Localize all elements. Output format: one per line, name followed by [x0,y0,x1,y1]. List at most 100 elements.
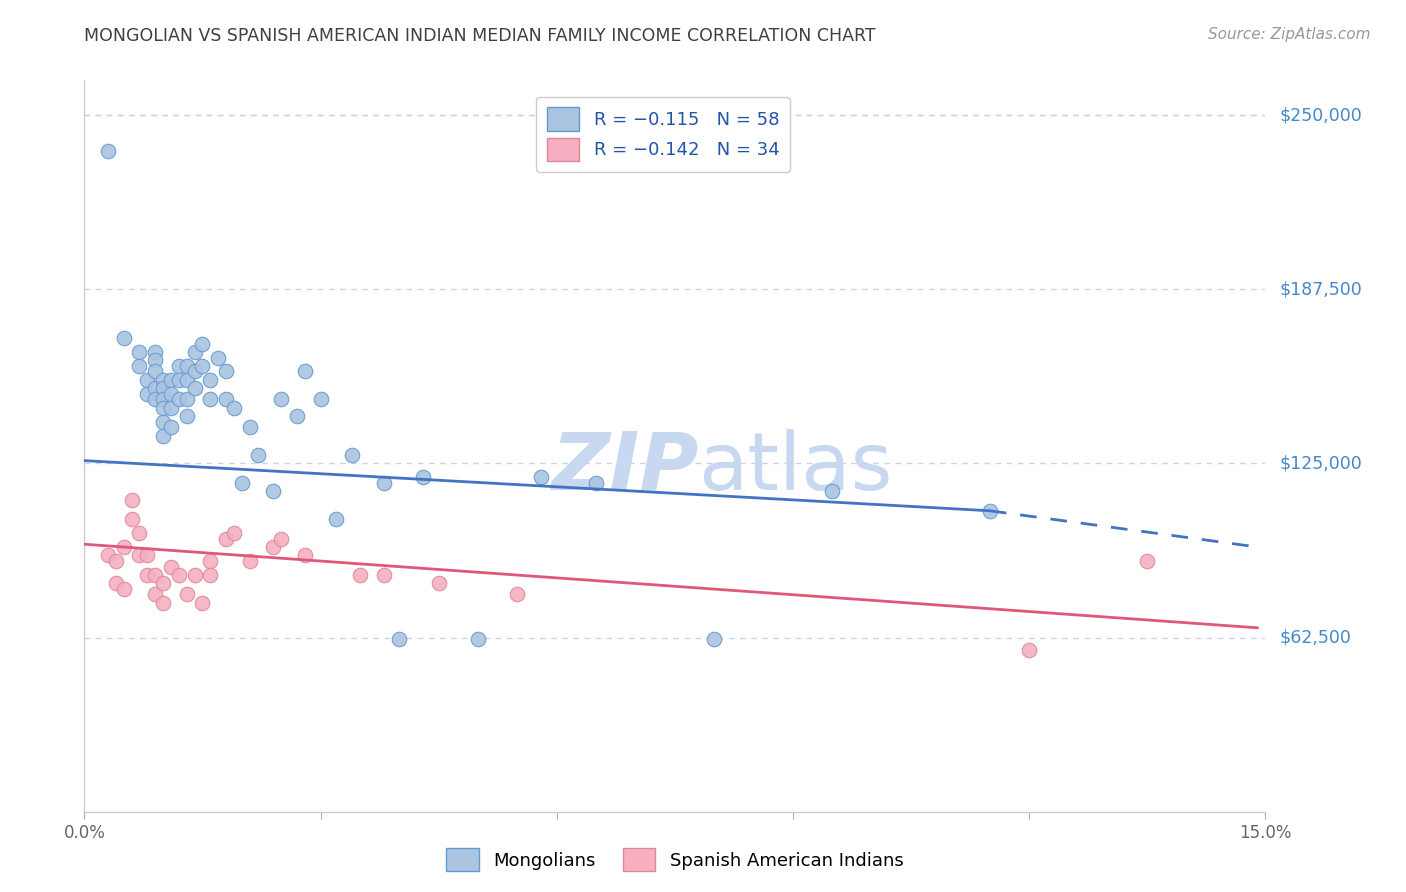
Point [309,392,332,407]
Point [585,475,607,490]
Point [200,392,222,407]
Text: $125,000: $125,000 [1279,454,1362,473]
Point [104,576,127,591]
Point [183,364,205,378]
Point [412,470,434,484]
Point [1136,554,1159,568]
Legend: Mongolians, Spanish American Indians: Mongolians, Spanish American Indians [439,841,911,879]
Point [152,381,174,395]
Point [167,373,190,387]
Legend: R = −0.115   N = 58, R = −0.142   N = 34: R = −0.115 N = 58, R = −0.142 N = 34 [536,96,790,172]
Point [427,576,450,591]
Point [152,415,174,429]
Point [176,359,198,373]
Point [167,567,190,582]
Point [325,512,347,526]
Point [112,540,135,554]
Point [167,392,190,407]
Point [215,532,238,546]
Point [160,401,183,415]
Point [160,559,183,574]
Point [246,448,269,462]
Point [262,540,284,554]
Point [176,587,198,601]
Point [160,420,183,434]
Point [97,549,120,563]
Point [121,492,143,507]
Point [703,632,725,646]
Point [152,373,174,387]
Point [143,587,166,601]
Point [373,567,395,582]
Point [239,420,262,434]
Point [222,526,245,541]
Point [191,336,214,351]
Point [207,351,229,365]
Point [215,364,238,378]
Point [821,484,844,499]
Point [152,392,174,407]
Point [121,512,143,526]
Point [97,145,120,159]
Text: ZIP: ZIP [551,429,699,507]
Point [285,409,308,423]
Point [152,576,174,591]
Text: $62,500: $62,500 [1279,629,1351,647]
Point [143,567,166,582]
Point [349,567,371,582]
Point [1018,643,1040,657]
Point [143,353,166,368]
Point [294,549,316,563]
Point [128,526,150,541]
Point [222,401,245,415]
Text: atlas: atlas [699,429,893,507]
Point [506,587,529,601]
Point [530,470,553,484]
Point [128,359,150,373]
Point [340,448,363,462]
Point [104,554,127,568]
Point [167,359,190,373]
Point [160,373,183,387]
Point [183,345,205,359]
Point [200,373,222,387]
Point [176,409,198,423]
Point [143,381,166,395]
Point [191,359,214,373]
Point [112,582,135,596]
Point [270,392,292,407]
Text: $187,500: $187,500 [1279,280,1362,298]
Point [191,596,214,610]
Point [152,596,174,610]
Point [136,373,159,387]
Text: $250,000: $250,000 [1279,106,1362,124]
Point [270,532,292,546]
Point [231,475,253,490]
Text: MONGOLIAN VS SPANISH AMERICAN INDIAN MEDIAN FAMILY INCOME CORRELATION CHART: MONGOLIAN VS SPANISH AMERICAN INDIAN MED… [84,27,876,45]
Point [112,331,135,345]
Point [143,364,166,378]
Point [160,386,183,401]
Point [143,392,166,407]
Point [200,567,222,582]
Point [152,428,174,442]
Point [176,373,198,387]
Point [128,345,150,359]
Point [373,475,395,490]
Point [183,381,205,395]
Point [176,392,198,407]
Point [467,632,489,646]
Point [979,504,1001,518]
Point [388,632,411,646]
Text: Source: ZipAtlas.com: Source: ZipAtlas.com [1208,27,1371,42]
Point [200,554,222,568]
Point [136,567,159,582]
Point [152,401,174,415]
Point [128,549,150,563]
Point [136,549,159,563]
Point [183,567,205,582]
Point [136,386,159,401]
Point [262,484,284,499]
Point [239,554,262,568]
Point [215,392,238,407]
